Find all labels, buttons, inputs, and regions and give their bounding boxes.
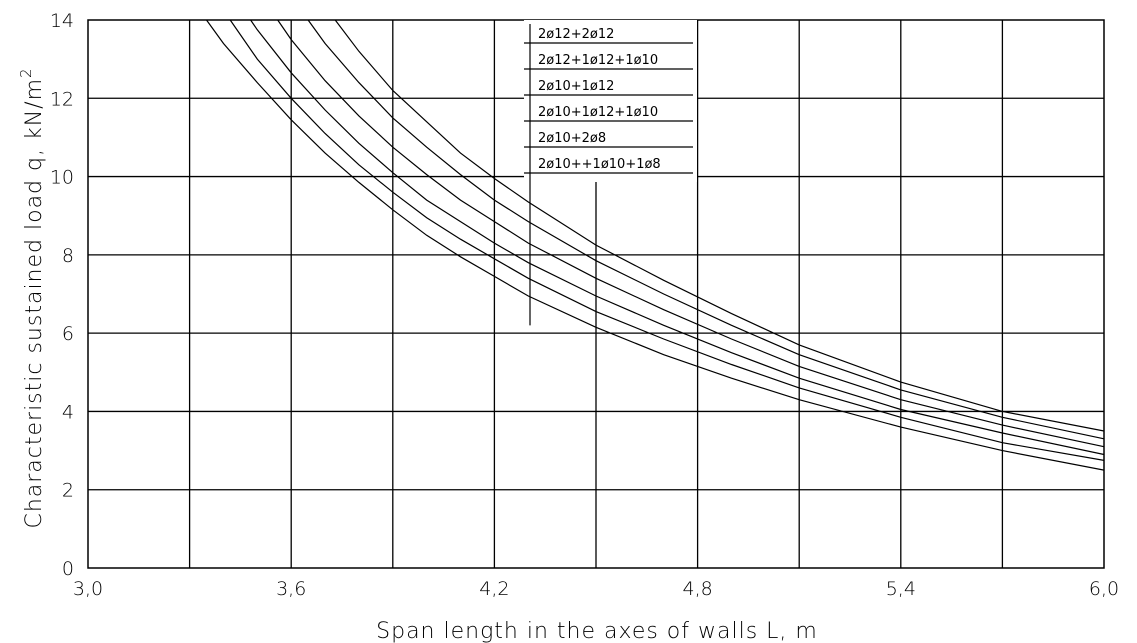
legend-background	[524, 20, 697, 182]
y-tick-label: 8	[62, 245, 74, 267]
y-tick-labels: 0 2 4 6 8 10 12 14	[50, 10, 74, 580]
series-line-6	[206, 19, 1105, 471]
legend-entry-4: 2ø10+1ø12+1ø10	[538, 105, 658, 120]
legend-entry-1: 2ø12+2ø12	[538, 27, 614, 42]
series-line-1	[334, 19, 1105, 432]
curves	[206, 19, 1105, 471]
y-tick-label: 10	[50, 167, 74, 189]
y-tick-label: 0	[62, 558, 74, 580]
y-tick-label: 4	[62, 401, 74, 423]
x-tick-labels: 3,0 3,6 4,2 4,8 5,4 6,0	[73, 578, 1119, 600]
y-axis-label-superscript: 2	[17, 67, 35, 78]
legend-entry-2: 2ø12+1ø12+1ø10	[538, 53, 658, 68]
x-tick-label: 3,6	[276, 578, 306, 600]
x-tick-label: 3,0	[73, 578, 103, 600]
series-line-3	[277, 19, 1105, 448]
x-tick-label: 5,4	[886, 578, 916, 600]
x-tick-label: 6,0	[1089, 578, 1119, 600]
x-tick-label: 4,8	[682, 578, 712, 600]
y-tick-label: 12	[50, 88, 74, 110]
y-tick-label: 6	[62, 323, 74, 345]
series-line-5	[229, 19, 1105, 461]
y-axis-label-text: Characteristic sustained load q, kN/m	[22, 78, 47, 529]
series-line-4	[250, 19, 1105, 456]
legend-entry-5: 2ø10+2ø8	[538, 131, 606, 146]
x-axis-label: Span length in the axes of walls L, m	[376, 619, 818, 643]
y-axis-label: Characteristic sustained load q, kN/m2	[17, 67, 47, 528]
legend-entry-6: 2ø10++1ø10+1ø8	[538, 157, 661, 172]
series-line-2	[307, 19, 1105, 440]
legend: 2ø12+2ø12 2ø12+1ø12+1ø10 2ø10+1ø12 2ø10+1ø1…	[524, 20, 697, 326]
y-tick-label: 14	[50, 10, 74, 32]
x-tick-label: 4,2	[479, 578, 509, 600]
y-tick-label: 2	[62, 480, 74, 502]
legend-entry-3: 2ø10+1ø12	[538, 79, 614, 94]
